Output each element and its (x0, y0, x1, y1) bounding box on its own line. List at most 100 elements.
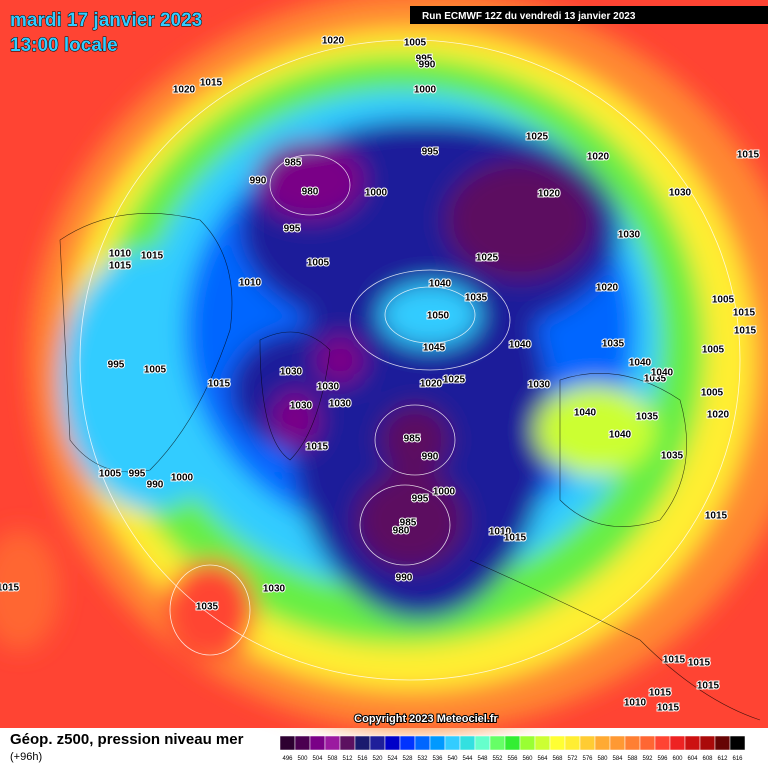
isobar-label: 1005 (307, 258, 330, 269)
isobar-label: 1020 (420, 379, 443, 390)
scale-label: 612 (717, 756, 728, 762)
isobar-label: 1035 (602, 339, 625, 350)
isobar-label: 1020 (322, 36, 345, 47)
scale-label: 504 (312, 756, 323, 762)
scale-label: 496 (282, 756, 293, 762)
scale-swatch (609, 735, 626, 751)
isobar-label: 1010 (109, 249, 132, 260)
scale-label: 560 (522, 756, 533, 762)
isobar-label: 1015 (649, 688, 672, 699)
isobar-label: 1015 (734, 326, 757, 337)
isobar-label: 1030 (263, 584, 286, 595)
isobar-label: 995 (422, 147, 439, 158)
scale-label: 580 (597, 756, 608, 762)
isobar-label: 1005 (702, 345, 725, 356)
scale-label: 508 (327, 756, 338, 762)
isobar-label: 1030 (329, 399, 352, 410)
scale-label: 516 (357, 756, 368, 762)
isobar-label: 1020 (707, 410, 730, 421)
isobar-label: 1040 (509, 340, 532, 351)
scale-label: 532 (417, 756, 428, 762)
isobar-label: 1015 (200, 78, 223, 89)
scale-swatch (429, 735, 446, 751)
scale-swatch (474, 735, 491, 751)
scale-swatch (624, 735, 641, 751)
isobar-label: 1015 (141, 251, 164, 262)
isobar-label: 1015 (504, 533, 527, 544)
scale-label: 584 (612, 756, 623, 762)
isobar-label: 1015 (0, 583, 20, 594)
isobar-label: 1015 (663, 655, 686, 666)
isobar-label: 1015 (657, 703, 680, 714)
isobar-label: 980 (393, 526, 410, 537)
isobar-label: 995 (129, 469, 146, 480)
isobar-label: 1000 (365, 188, 388, 199)
scale-label: 588 (627, 756, 638, 762)
scale-swatch (354, 735, 371, 751)
isobar-label: 1025 (526, 132, 549, 143)
isobar-label: 985 (400, 518, 417, 529)
isobar-label: 1015 (697, 681, 720, 692)
scale-swatch (294, 735, 311, 751)
scale-label: 556 (507, 756, 518, 762)
isobar-label: 985 (285, 158, 302, 169)
scale-swatch (399, 735, 416, 751)
isobar-label: 1020 (596, 283, 619, 294)
scale-label: 596 (657, 756, 668, 762)
isobar-label: 1010 (239, 278, 262, 289)
isobars (79, 39, 741, 681)
isobar-label: 1010 (624, 698, 647, 709)
isobar-label: 980 (302, 187, 319, 198)
isobar-label: 1035 (196, 602, 219, 613)
isobar-label: 1030 (669, 188, 692, 199)
isobar-label: 1015 (733, 308, 756, 319)
scale-label: 524 (387, 756, 398, 762)
isobar-label: 995 (412, 494, 429, 505)
scale-label: 568 (552, 756, 563, 762)
isobar-label: 1005 (701, 388, 724, 399)
isobar-label: 990 (396, 573, 413, 584)
isobar-label: 1030 (618, 230, 641, 241)
isobar-label: 995 (284, 224, 301, 235)
isobar-label: 1005 (712, 295, 735, 306)
time-title: 13:00 locale (10, 35, 118, 56)
scale-label: 564 (537, 756, 548, 762)
scale-label: 576 (582, 756, 593, 762)
isobar-label: 990 (147, 480, 164, 491)
isobar-label: 1035 (465, 293, 488, 304)
scale-swatch (549, 735, 566, 751)
legend-title: Géop. z500, pression niveau mer (10, 731, 244, 748)
scale-swatch (579, 735, 596, 751)
isobar-label: 1035 (636, 412, 659, 423)
scale-swatch (519, 735, 536, 751)
isobar-label: 990 (422, 452, 439, 463)
scale-swatch (594, 735, 611, 751)
isobar-label: 1030 (280, 367, 303, 378)
scale-swatch (699, 735, 716, 751)
scale-label: 536 (432, 756, 443, 762)
isobar-label: 1030 (290, 401, 313, 412)
scale-swatch (414, 735, 431, 751)
scale-swatch (459, 735, 476, 751)
isobar-label: 1030 (528, 380, 551, 391)
isobar-label: 985 (404, 434, 421, 445)
geopotential-field (0, 0, 768, 730)
isobar-label: 1000 (171, 473, 194, 484)
scale-swatch (444, 735, 461, 751)
run-label: Run ECMWF 12Z du vendredi 13 janvier 202… (422, 11, 636, 22)
isobar-label: 1025 (443, 375, 466, 386)
isobar-label: 1005 (99, 469, 122, 480)
scale-swatch (279, 735, 296, 751)
scale-label: 592 (642, 756, 653, 762)
isobar-label: 1020 (587, 152, 610, 163)
isobar-label: 1000 (433, 487, 456, 498)
isobar-label: 1015 (109, 261, 132, 272)
scale-label: 500 (297, 756, 308, 762)
isobar-label: 1040 (429, 279, 452, 290)
scale-label: 520 (372, 756, 383, 762)
isobar-label: 1030 (317, 382, 340, 393)
scale-swatch (339, 735, 356, 751)
scale-swatch (639, 735, 656, 751)
